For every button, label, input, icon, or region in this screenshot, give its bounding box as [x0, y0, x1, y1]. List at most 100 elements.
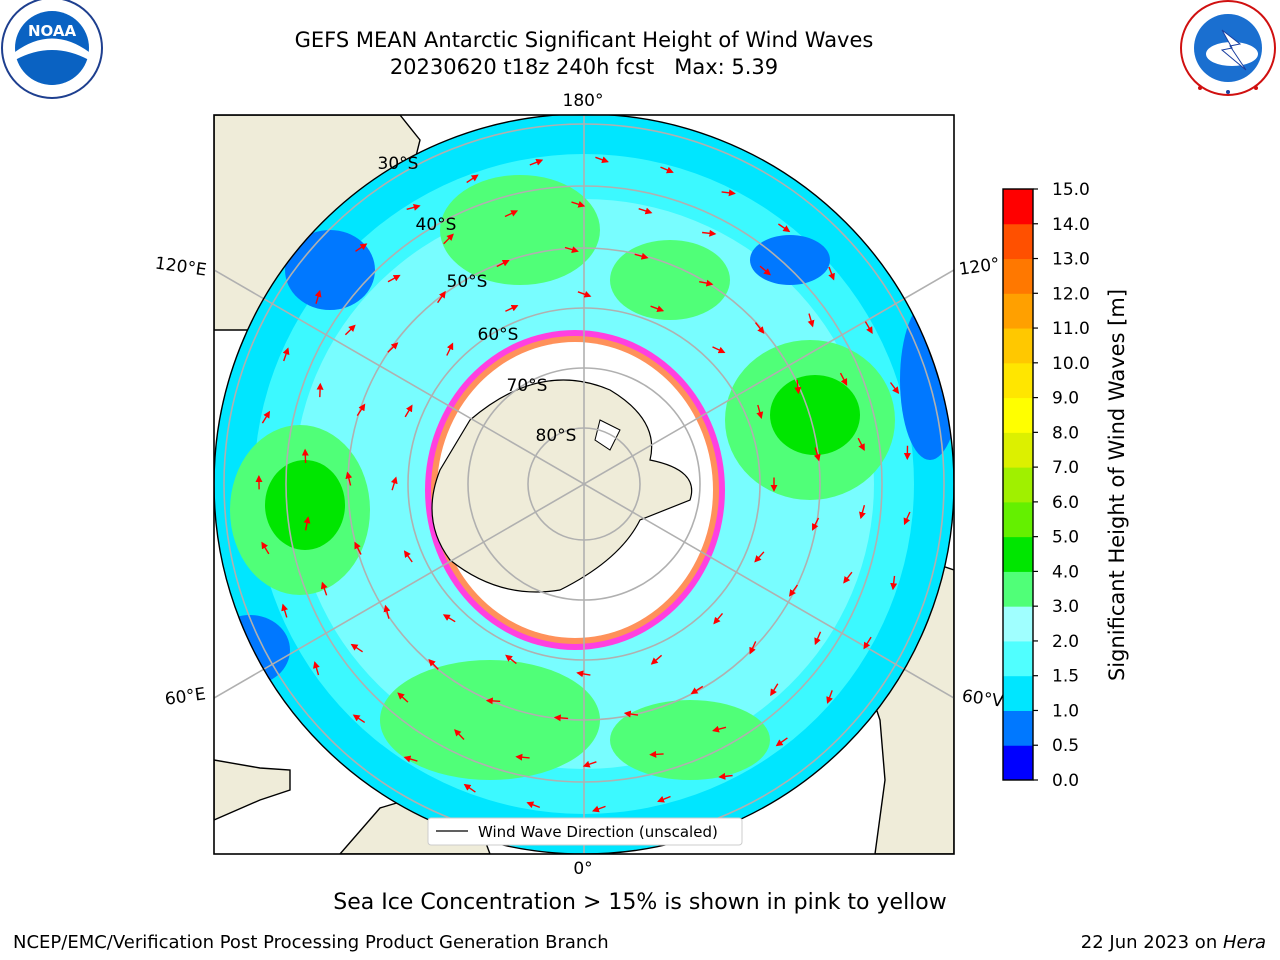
wave-direction-arrow	[261, 541, 270, 555]
wave-direction-arrow	[442, 614, 456, 623]
wave-direction-arrow	[749, 641, 757, 655]
lon-label-180: 180°	[563, 91, 604, 111]
wave-direction-arrow	[903, 511, 911, 526]
wave-direction-arrow	[345, 471, 353, 486]
wave-direction-arrow	[316, 382, 324, 398]
wave-direction-arrow	[754, 551, 765, 563]
wave-direction-arrow	[485, 697, 501, 705]
wave-direction-arrow	[515, 753, 530, 761]
wave-direction-arrow	[623, 710, 639, 718]
wave-direction-arrow	[406, 203, 421, 211]
wave-direction-arrow	[890, 575, 898, 591]
colorbar-bin	[1003, 710, 1033, 746]
noaa-logo-text: NOAA	[28, 22, 77, 40]
wave-direction-arrow	[788, 584, 798, 597]
wave-direction-arrow	[864, 321, 873, 335]
wave-direction-arrow	[595, 156, 609, 164]
wave-direction-arrow	[352, 714, 366, 723]
wave-direction-arrow	[889, 382, 900, 395]
wave-direction-arrow	[387, 274, 401, 283]
wave-direction-arrow	[857, 437, 865, 452]
wave-direction-arrow	[390, 476, 398, 491]
footer-left: NCEP/EMC/Verification Post Processing Pr…	[13, 932, 609, 953]
wave-direction-arrow	[577, 291, 592, 298]
chart-title: GEFS MEAN Antarctic Significant Height o…	[294, 28, 874, 52]
wave-direction-arrow	[529, 159, 544, 166]
wave-direction-arrow	[690, 685, 704, 695]
wave-direction-arrow	[387, 342, 399, 353]
wave-direction-arrow	[261, 410, 271, 424]
lat-label-60s: 60°S	[478, 325, 519, 345]
lat-label-40s: 40°S	[416, 215, 457, 235]
colorbar-bin	[1003, 258, 1033, 294]
wave-direction-arrow	[863, 636, 872, 650]
colorbar-tick-label: 3.0	[1052, 597, 1079, 617]
wave-direction-arrow	[496, 259, 510, 268]
colorbar-bin	[1003, 293, 1033, 329]
colorbar-bin	[1003, 745, 1033, 781]
lat-label-70s: 70°S	[507, 376, 548, 396]
wave-direction-arrow	[718, 772, 733, 780]
lat-label-80s: 80°S	[536, 426, 577, 446]
lon-label-120e: 120°E	[154, 254, 208, 281]
wave-direction-arrow	[702, 229, 717, 237]
wave-direction-arrow	[638, 207, 653, 215]
wave-direction-arrow	[759, 265, 771, 276]
colorbar-tick-label: 7.0	[1052, 458, 1079, 478]
colorbar-tick-label: 15.0	[1052, 180, 1090, 200]
wave-direction-arrow	[303, 516, 311, 531]
wave-direction-arrow	[354, 541, 362, 555]
colorbar-bin	[1003, 536, 1033, 572]
wave-direction-arrow	[344, 324, 356, 336]
wave-direction-arrow	[314, 289, 322, 304]
colorbar-bin	[1003, 223, 1033, 260]
noaa-logo: NOAA	[1, 0, 103, 99]
wave-direction-arrow	[571, 200, 586, 208]
wave-direction-arrow	[807, 313, 815, 328]
wave-direction-arrow	[505, 304, 519, 312]
wave-direction-arrow	[699, 279, 714, 287]
wave-direction-arrow	[843, 571, 853, 584]
colorbar-bin	[1003, 467, 1033, 503]
chart-subtitle: 20230620 t18z 240h fcst Max: 5.39	[389, 55, 779, 79]
wave-direction-arrow	[794, 379, 802, 395]
footer-right: 22 Jun 2023 on Hera	[1081, 932, 1266, 953]
lon-label-60e: 60°E	[164, 684, 207, 709]
colorbar-tick-label: 10.0	[1052, 354, 1090, 374]
wave-direction-arrow	[403, 550, 413, 563]
colorbar-tick-label: 9.0	[1052, 389, 1079, 409]
wave-direction-arrow	[564, 246, 579, 253]
colorbar-tick-label: 1.0	[1052, 701, 1079, 721]
wave-direction-arrow	[778, 223, 791, 233]
colorbar-tick-label: 12.0	[1052, 284, 1090, 304]
colorbar-tick-label: 1.5	[1052, 667, 1079, 687]
colorbar-tick-label: 0.0	[1052, 771, 1079, 791]
wave-direction-arrow	[770, 683, 779, 697]
wave-direction-arrow	[454, 729, 465, 740]
wave-direction-arrow	[504, 210, 519, 218]
colorbar-label: Significant Height of Wind Waves [m]	[1105, 289, 1129, 681]
colorbar-bin	[1003, 640, 1033, 677]
wave-direction-arrow	[650, 654, 663, 665]
wave-direction-arrow	[383, 604, 391, 619]
wave-direction-arrow	[712, 346, 726, 354]
wave-direction-arrow	[775, 737, 788, 747]
wave-direction-arrow	[634, 252, 649, 260]
colorbar-tick-label: 2.0	[1052, 632, 1079, 652]
colorbar-tick-label: 14.0	[1052, 215, 1090, 235]
colorbar: 0.0 0.5 1.0 1.5 2.0 3.0 4.0 5.0 6.0 7.0 8.0 9.0 10.0…	[1003, 180, 1090, 791]
lon-label-0: 0°	[573, 859, 592, 879]
wave-direction-arrow	[839, 372, 848, 386]
wave-direction-arrow	[313, 661, 320, 676]
wind-wave-arrows	[255, 156, 911, 813]
wave-direction-arrow	[437, 290, 446, 304]
wave-direction-arrow	[320, 581, 328, 596]
wave-direction-arrow	[756, 404, 764, 419]
wave-direction-arrow	[355, 243, 368, 252]
nws-logo	[1180, 0, 1276, 96]
footer-host: Hera	[1222, 932, 1266, 953]
wave-direction-arrow	[650, 305, 665, 313]
colorbar-bin	[1003, 606, 1033, 642]
wave-direction-arrow	[505, 654, 517, 665]
colorbar-bin	[1003, 432, 1033, 468]
